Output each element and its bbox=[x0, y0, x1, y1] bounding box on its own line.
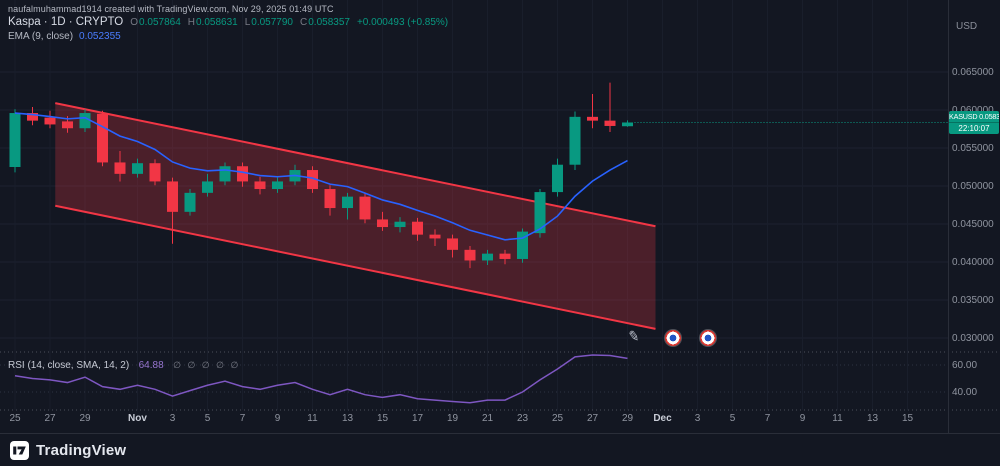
svg-text:0.060000: 0.060000 bbox=[952, 105, 994, 116]
svg-text:25: 25 bbox=[552, 413, 564, 424]
ohlc-low-value: 0.057790 bbox=[251, 17, 293, 28]
tradingview-brand[interactable]: TradingView bbox=[36, 441, 127, 459]
price-badge-price: 0.058357 bbox=[979, 112, 999, 121]
svg-text:11: 11 bbox=[832, 413, 843, 424]
price-channel bbox=[55, 102, 656, 330]
ohlc-close-value: 0.058357 bbox=[308, 17, 350, 28]
svg-text:0.050000: 0.050000 bbox=[952, 181, 994, 192]
currency-label: USD bbox=[956, 21, 978, 32]
svg-text:Nov: Nov bbox=[128, 413, 147, 424]
price-badge-countdown: 22:10:07 bbox=[949, 122, 999, 133]
svg-text:0.055000: 0.055000 bbox=[952, 143, 994, 154]
svg-text:40.00: 40.00 bbox=[952, 387, 977, 398]
ohlc-low-label: L bbox=[244, 17, 251, 28]
candles bbox=[9, 82, 633, 269]
ohlc-open-label: O bbox=[130, 17, 139, 28]
rsi-indicator-label[interactable]: RSI (14, close, SMA, 14, 2) bbox=[8, 360, 130, 371]
svg-text:13: 13 bbox=[342, 413, 354, 424]
svg-text:0.065000: 0.065000 bbox=[952, 67, 994, 78]
svg-text:5: 5 bbox=[730, 413, 736, 424]
svg-text:25: 25 bbox=[9, 413, 21, 424]
roundel-sticker-icon[interactable] bbox=[665, 330, 681, 346]
svg-text:27: 27 bbox=[587, 413, 599, 424]
ohlc-open-value: 0.057864 bbox=[139, 17, 181, 28]
price-badge-symbol-price: KASUSD 0.058357 bbox=[949, 112, 999, 121]
ohlc-high-label: H bbox=[187, 17, 195, 28]
svg-text:29: 29 bbox=[622, 413, 634, 424]
svg-text:60.00: 60.00 bbox=[952, 360, 977, 371]
chart-canvas[interactable]: 0.065000 0.060000 0.055000 0.050000 0.045000… bbox=[0, 0, 1000, 433]
svg-text:5: 5 bbox=[205, 413, 211, 424]
svg-text:19: 19 bbox=[447, 413, 459, 424]
svg-text:0.030000: 0.030000 bbox=[952, 333, 994, 344]
svg-text:15: 15 bbox=[902, 413, 914, 424]
svg-text:23: 23 bbox=[517, 413, 529, 424]
svg-text:0.035000: 0.035000 bbox=[952, 295, 994, 306]
price-badge-symbol: KASUSD bbox=[949, 112, 978, 121]
watermark: naufalmuhammad1914 created with TradingV… bbox=[8, 4, 334, 14]
rsi-line bbox=[14, 354, 628, 404]
tradingview-logo-icon[interactable] bbox=[10, 440, 29, 460]
legend-row-symbol: Kaspa · 1D · CRYPTO O 0.057864 H 0.05863… bbox=[8, 16, 448, 28]
legend-row-ema: EMA (9, close) 0.052355 bbox=[8, 31, 448, 42]
price-label-badge: KASUSD 0.058357 22:10:07 bbox=[949, 111, 999, 134]
roundel-sticker-icon[interactable] bbox=[700, 330, 716, 346]
svg-text:3: 3 bbox=[170, 413, 176, 424]
legend: Kaspa · 1D · CRYPTO O 0.057864 H 0.05863… bbox=[8, 16, 448, 42]
svg-text:15: 15 bbox=[377, 413, 389, 424]
svg-text:0.040000: 0.040000 bbox=[952, 257, 994, 268]
svg-text:3: 3 bbox=[695, 413, 701, 424]
svg-text:21: 21 bbox=[482, 413, 494, 424]
svg-text:29: 29 bbox=[79, 413, 91, 424]
indicator-lines bbox=[14, 112, 948, 404]
svg-text:11: 11 bbox=[307, 413, 318, 424]
pen-sticker-icon[interactable]: ✎ bbox=[627, 327, 641, 345]
svg-text:Dec: Dec bbox=[653, 413, 672, 424]
rsi-legend: RSI (14, close, SMA, 14, 2) 64.88 ∅ ∅ ∅ … bbox=[8, 355, 240, 373]
ema-indicator-label[interactable]: EMA (9, close) bbox=[8, 31, 74, 42]
axis-labels: 0.065000 0.060000 0.055000 0.050000 0.045000… bbox=[0, 0, 1000, 433]
rsi-extra-values: ∅ ∅ ∅ ∅ ∅ bbox=[173, 360, 241, 370]
svg-text:9: 9 bbox=[275, 413, 281, 424]
symbol-title[interactable]: Kaspa · 1D · CRYPTO bbox=[8, 16, 124, 28]
svg-text:13: 13 bbox=[867, 413, 879, 424]
rsi-indicator-value: 64.88 bbox=[138, 360, 164, 371]
svg-text:27: 27 bbox=[44, 413, 56, 424]
footer-bar: TradingView bbox=[0, 433, 1000, 466]
svg-text:17: 17 bbox=[412, 413, 424, 424]
ema-indicator-value: 0.052355 bbox=[79, 31, 121, 42]
svg-text:7: 7 bbox=[765, 413, 771, 424]
ohlc-high-value: 0.058631 bbox=[196, 17, 238, 28]
ohlc-close-label: C bbox=[300, 17, 308, 28]
svg-text:7: 7 bbox=[240, 413, 246, 424]
ema-line bbox=[14, 112, 628, 241]
ohlc-change: +0.000493 (+0.85%) bbox=[356, 17, 449, 28]
svg-text:9: 9 bbox=[800, 413, 806, 424]
svg-text:0.045000: 0.045000 bbox=[952, 219, 994, 230]
